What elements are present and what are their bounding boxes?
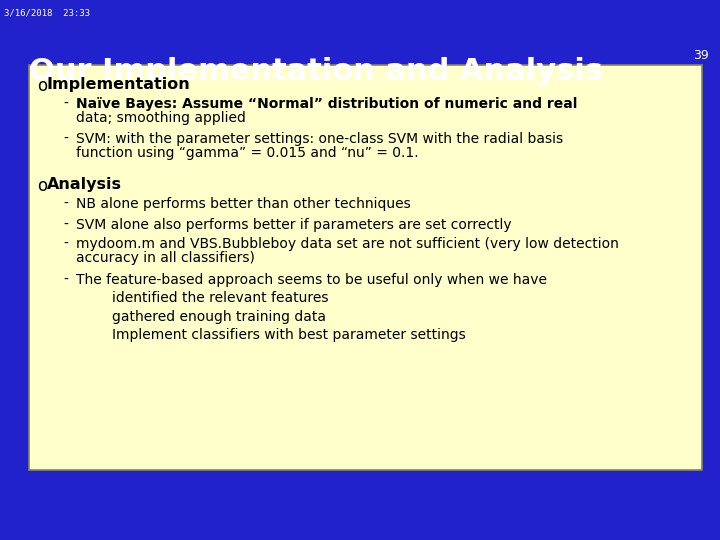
Text: 3/16/2018  23:33: 3/16/2018 23:33 (4, 8, 89, 17)
Text: o: o (37, 77, 48, 95)
Text: mydoom.m and VBS.Bubbleboy data set are not sufficient (very low detection: mydoom.m and VBS.Bubbleboy data set are … (76, 237, 618, 251)
Text: Implement classifiers with best parameter settings: Implement classifiers with best paramete… (112, 328, 465, 342)
Text: Implementation: Implementation (47, 77, 191, 92)
Text: -: - (63, 218, 68, 232)
Text: -: - (63, 273, 68, 287)
Text: -: - (63, 237, 68, 251)
Text: identified the relevant features: identified the relevant features (112, 291, 328, 305)
Text: -: - (63, 132, 68, 146)
Text: function using “gamma” = 0.015 and “nu” = 0.1.: function using “gamma” = 0.015 and “nu” … (76, 146, 418, 160)
Text: 39: 39 (693, 49, 709, 62)
Text: Analysis: Analysis (47, 177, 122, 192)
Text: SVM: with the parameter settings: one-class SVM with the radial basis: SVM: with the parameter settings: one-cl… (76, 132, 563, 146)
Text: -: - (63, 97, 68, 111)
Text: accuracy in all classifiers): accuracy in all classifiers) (76, 251, 254, 265)
Text: gathered enough training data: gathered enough training data (112, 310, 325, 324)
Text: Naïve Bayes: Assume “Normal” distribution of numeric and real: Naïve Bayes: Assume “Normal” distributio… (76, 97, 577, 111)
Text: Our Implementation and Analysis: Our Implementation and Analysis (29, 57, 603, 86)
Text: The feature-based approach seems to be useful only when we have: The feature-based approach seems to be u… (76, 273, 546, 287)
FancyBboxPatch shape (29, 65, 702, 470)
Text: -: - (63, 197, 68, 211)
Text: o: o (37, 177, 48, 195)
Text: SVM alone also performs better if parameters are set correctly: SVM alone also performs better if parame… (76, 218, 511, 232)
Text: NB alone performs better than other techniques: NB alone performs better than other tech… (76, 197, 410, 211)
Text: data; smoothing applied: data; smoothing applied (76, 111, 246, 125)
